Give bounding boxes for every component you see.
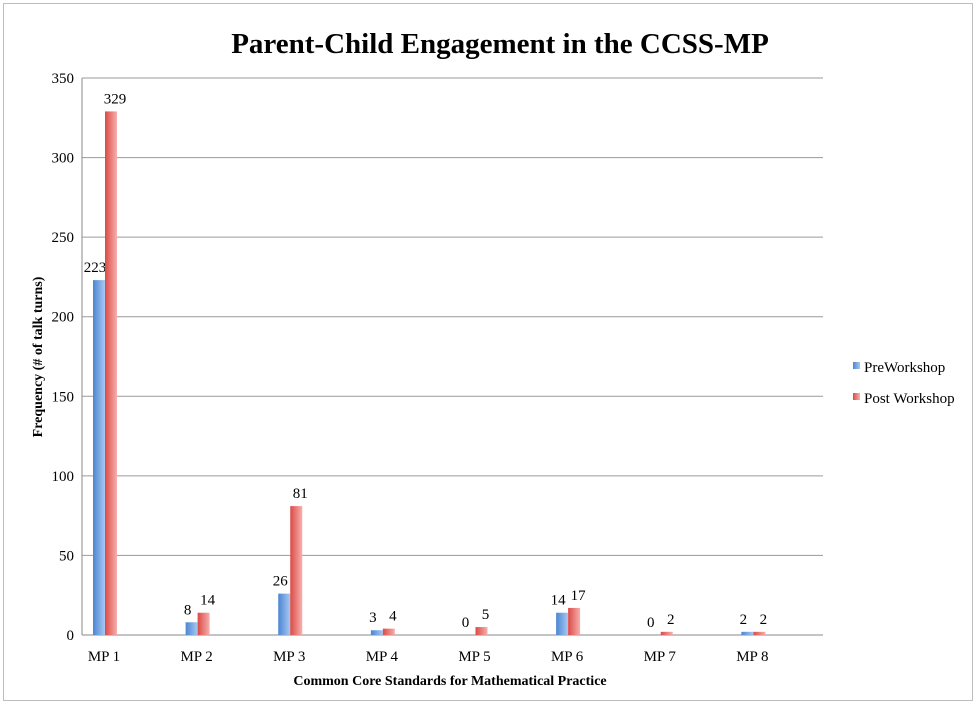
y-tick-label: 300 — [52, 151, 75, 167]
chart-frame — [3, 3, 973, 701]
legend-swatch — [853, 362, 860, 369]
bar-preworkshop-mp2 — [185, 622, 198, 635]
legend-swatch — [853, 393, 860, 400]
bar-post-workshop-mp3 — [290, 506, 303, 635]
data-label: 2 — [667, 612, 675, 628]
data-label: 8 — [184, 602, 192, 618]
data-label: 329 — [104, 91, 127, 107]
data-label: 3 — [369, 610, 377, 626]
bar-post-workshop-mp8 — [753, 631, 766, 635]
bar-preworkshop-mp3 — [278, 593, 291, 635]
bar-post-workshop-mp2 — [197, 612, 210, 635]
bar-post-workshop-mp5 — [475, 627, 488, 635]
chart-title: Parent-Child Engagement in the CCSS-MP — [231, 28, 769, 60]
data-label: 81 — [293, 486, 308, 502]
x-tick-label: MP 5 — [458, 649, 490, 665]
data-label: 14 — [551, 593, 567, 609]
bar-post-workshop-mp4 — [382, 628, 395, 635]
x-tick-label: MP 1 — [88, 649, 120, 665]
y-tick-label: 250 — [52, 230, 75, 246]
data-label: 4 — [389, 609, 397, 625]
bar-preworkshop-mp8 — [741, 631, 754, 635]
x-tick-label: MP 4 — [366, 649, 399, 665]
y-tick-label: 150 — [52, 389, 75, 405]
x-tick-label: MP 8 — [736, 649, 768, 665]
x-tick-label: MP 3 — [273, 649, 305, 665]
x-tick-label: MP 7 — [644, 649, 677, 665]
data-label: 0 — [647, 615, 655, 631]
y-tick-label: 350 — [52, 71, 75, 87]
data-label: 2 — [760, 612, 768, 628]
data-label: 17 — [571, 588, 587, 604]
x-axis-label: Common Core Standards for Mathematical P… — [293, 674, 606, 689]
bar-preworkshop-mp4 — [370, 630, 383, 635]
data-label: 223 — [84, 260, 107, 276]
bar-preworkshop-mp1 — [93, 280, 105, 635]
legend-label: Post Workshop — [864, 391, 955, 407]
bar-post-workshop-mp1 — [105, 111, 117, 636]
y-axis-label: Frequency (# of talk turns) — [31, 276, 46, 437]
y-tick-label: 100 — [52, 469, 75, 485]
y-axis-ticks: 0 50 100 150 200 250 300 350 — [52, 71, 75, 644]
data-label: 0 — [462, 615, 470, 631]
x-tick-label: MP 2 — [180, 649, 212, 665]
data-label: 5 — [482, 607, 490, 623]
x-tick-label: MP 6 — [551, 649, 584, 665]
bar-preworkshop-mp6 — [556, 612, 569, 635]
y-tick-label: 0 — [67, 628, 75, 644]
y-tick-label: 50 — [59, 548, 74, 564]
data-label: 14 — [200, 593, 216, 609]
data-label: 26 — [273, 574, 289, 590]
gridlines — [81, 77, 823, 636]
legend-label: PreWorkshop — [864, 360, 945, 376]
data-label: 2 — [740, 612, 748, 628]
bar-post-workshop-mp6 — [568, 607, 581, 635]
bar-post-workshop-mp7 — [660, 631, 673, 635]
y-tick-label: 200 — [52, 310, 75, 326]
legend: PreWorkshop Post Workshop — [853, 360, 955, 407]
x-axis-ticks: MP 1 MP 2 MP 3 MP 4 MP 5 MP 6 MP 7 MP 8 — [88, 649, 769, 665]
